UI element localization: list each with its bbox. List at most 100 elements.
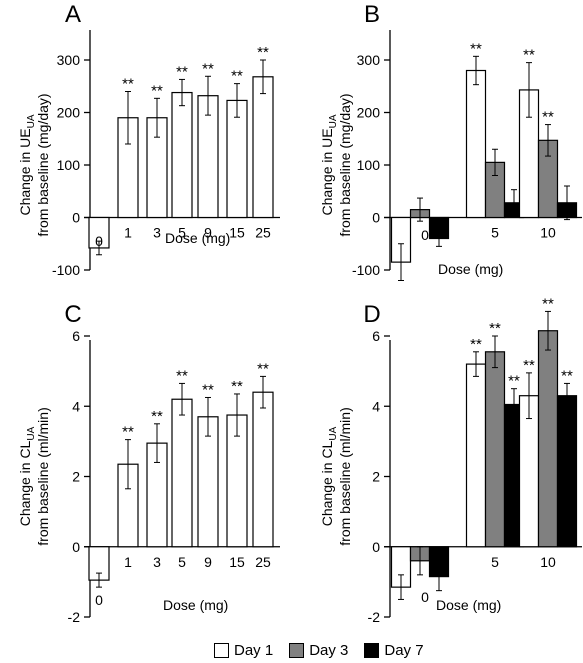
x-tick-label: 3 <box>153 554 161 570</box>
x-axis-title: Dose (mg) <box>436 597 501 613</box>
x-tick-label: 15 <box>229 225 245 241</box>
y-tick-label: 6 <box>372 328 380 344</box>
x-axis-title: Dose (mg) <box>438 261 503 277</box>
y-tick-label: -2 <box>68 609 81 625</box>
legend: Day 1 Day 3 Day 7 <box>214 640 440 660</box>
panel-label: D <box>363 301 380 328</box>
x-axis-title: Dose (mg) <box>165 230 230 246</box>
x-tick-label: 0 <box>421 589 429 605</box>
y-tick-label: 6 <box>72 328 80 344</box>
y-tick-label: 4 <box>72 398 80 414</box>
x-tick-label: 0 <box>95 592 103 608</box>
significance-label: ** <box>176 367 188 384</box>
y-tick-label: 200 <box>357 105 381 121</box>
legend-item-day-3: Day 3 <box>289 642 348 659</box>
significance-label: ** <box>151 82 163 99</box>
y-tick-label: 0 <box>372 210 380 226</box>
x-tick-label: 5 <box>491 554 499 570</box>
y-tick-label: 2 <box>372 469 380 485</box>
x-tick-label: 1 <box>124 225 132 241</box>
significance-label: ** <box>231 378 243 395</box>
bar <box>484 351 506 548</box>
y-tick-label: 4 <box>372 398 380 414</box>
bar <box>171 398 193 548</box>
legend-label-day-7: Day 7 <box>384 641 424 659</box>
bar <box>537 330 559 548</box>
x-tick-label: 1 <box>124 554 132 570</box>
x-axis-title: Dose (mg) <box>163 597 228 613</box>
significance-label: ** <box>151 408 163 425</box>
x-tick-label: 5 <box>178 554 186 570</box>
bar <box>556 395 578 548</box>
x-tick-label: 9 <box>204 554 212 570</box>
y-tick-label: 0 <box>372 539 380 555</box>
significance-label: ** <box>176 63 188 80</box>
significance-label: ** <box>202 381 214 398</box>
y-axis-title-line2: from baseline (mg/day) <box>337 93 353 236</box>
legend-label-day-1: Day 1 <box>234 641 274 659</box>
significance-label: ** <box>470 336 482 353</box>
y-tick-label: 200 <box>57 105 81 121</box>
significance-label: ** <box>523 47 535 64</box>
y-axis-title-line2: from baseline (mg/day) <box>35 93 51 236</box>
y-tick-label: 100 <box>357 157 381 173</box>
y-tick-label: -100 <box>52 262 80 278</box>
x-tick-label: 5 <box>491 225 499 241</box>
significance-label: ** <box>542 109 554 126</box>
y-tick-label: 2 <box>72 469 80 485</box>
y-axis-title-line1: Change in UEUA <box>319 114 339 215</box>
y-axis-title-line1: Change in UEUA <box>17 114 37 215</box>
bar <box>252 76 274 219</box>
x-tick-label: 0 <box>421 227 429 243</box>
significance-label: ** <box>231 68 243 85</box>
legend-swatch-day-1 <box>214 642 229 658</box>
x-tick-label: 25 <box>255 225 271 241</box>
significance-label: ** <box>257 360 269 377</box>
x-tick-label: 5 <box>178 225 186 241</box>
panel-label: C <box>64 301 81 328</box>
significance-label: ** <box>202 60 214 77</box>
significance-label: ** <box>122 76 134 93</box>
y-axis-title-line2: from baseline (ml/min) <box>35 407 51 545</box>
x-tick-label: 0 <box>95 233 103 249</box>
y-tick-label: 0 <box>72 210 80 226</box>
panel-label: A <box>65 1 81 28</box>
y-tick-label: 100 <box>57 157 81 173</box>
significance-label: ** <box>523 357 535 374</box>
x-tick-label: 10 <box>540 554 556 570</box>
bar <box>171 91 193 219</box>
significance-label: ** <box>257 44 269 61</box>
significance-label: ** <box>470 40 482 57</box>
y-tick-label: -2 <box>368 609 381 625</box>
panel-label: B <box>364 1 380 28</box>
x-tick-label: 25 <box>255 554 271 570</box>
bar <box>252 391 274 548</box>
y-axis-title-line1: Change in CLUA <box>17 426 37 526</box>
legend-swatch-day-7 <box>364 642 380 658</box>
y-tick-label: 300 <box>57 52 81 68</box>
y-axis-title-line1: Change in CLUA <box>319 426 339 526</box>
y-tick-label: 0 <box>72 539 80 555</box>
significance-label: ** <box>122 424 134 441</box>
significance-label: ** <box>508 373 520 390</box>
legend-swatch-day-3 <box>289 642 305 658</box>
y-axis-title-line2: from baseline (ml/min) <box>337 407 353 545</box>
bar <box>465 363 487 548</box>
y-tick-label: -100 <box>352 262 380 278</box>
y-tick-label: 300 <box>357 52 381 68</box>
significance-label: ** <box>561 367 573 384</box>
x-tick-label: 3 <box>153 225 161 241</box>
x-tick-label: 10 <box>540 225 556 241</box>
x-tick-label: 15 <box>229 554 245 570</box>
bar <box>226 99 248 219</box>
significance-label: ** <box>542 295 554 312</box>
significance-label: ** <box>489 320 501 337</box>
legend-item-day-7: Day 7 <box>364 641 424 659</box>
legend-item-day-1: Day 1 <box>214 642 273 659</box>
legend-label-day-3: Day 3 <box>309 641 349 659</box>
